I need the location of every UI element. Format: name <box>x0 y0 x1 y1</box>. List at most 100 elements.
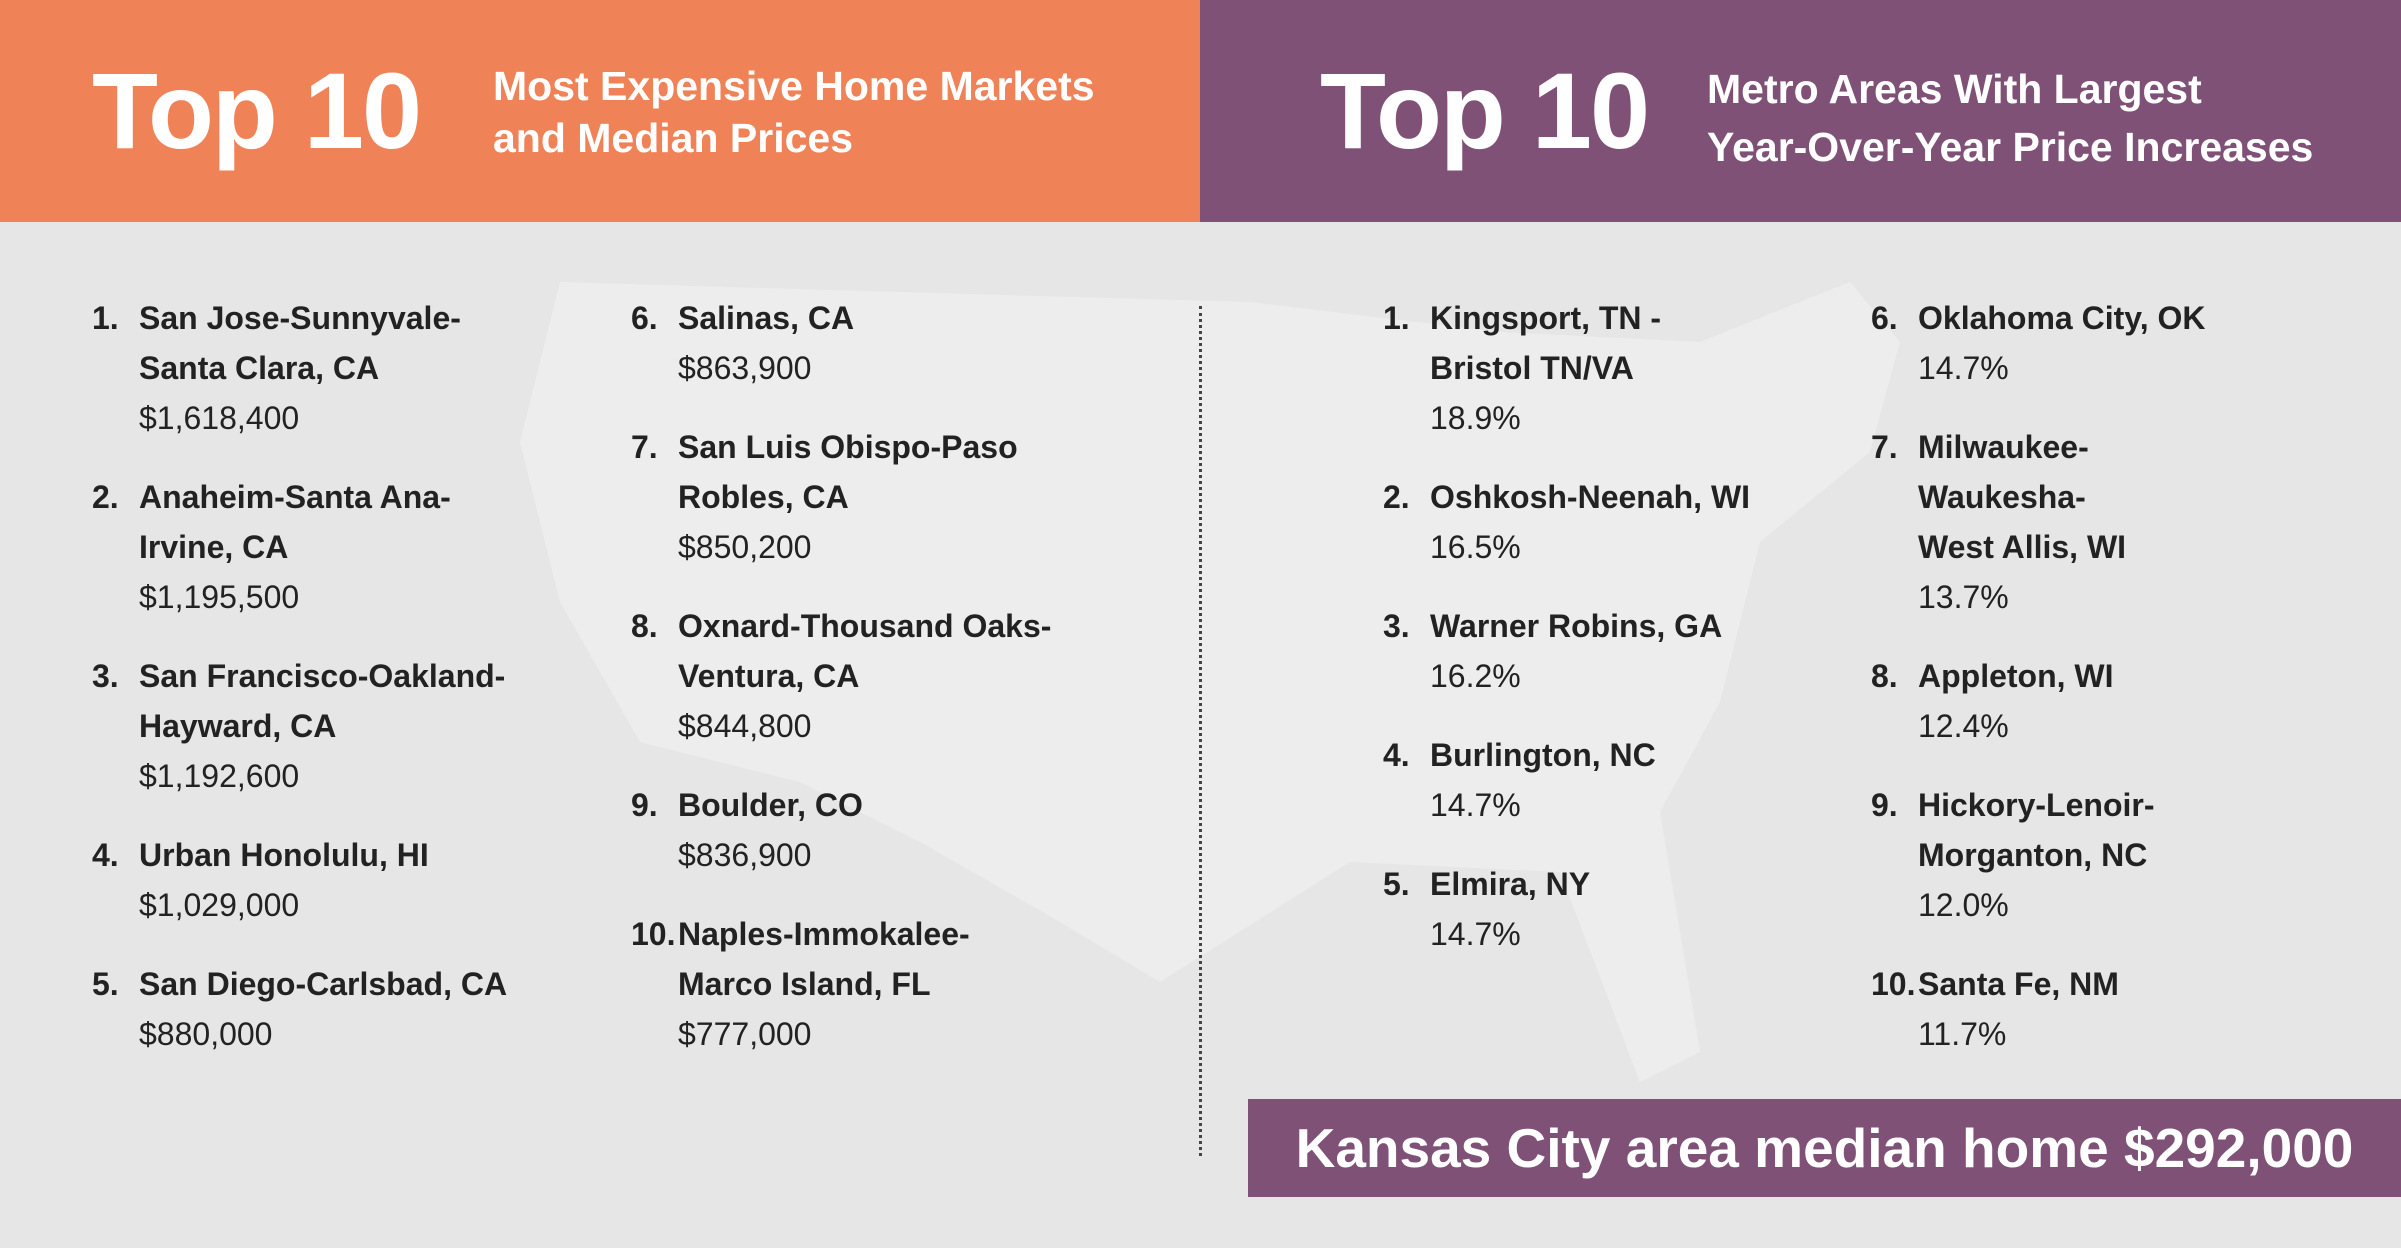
item-name: San Francisco-Oakland- <box>139 658 506 694</box>
rank: 2. <box>1383 479 1410 515</box>
item-name: Marco Island, FL <box>678 966 931 1002</box>
list-item: 1. San Jose-Sunnyvale- Santa Clara, CA $1,6… <box>92 293 507 443</box>
item-name: Kingsport, TN - <box>1430 300 1662 336</box>
item-value: 16.2% <box>1430 658 1521 694</box>
item-name: Morganton, NC <box>1918 837 2148 873</box>
left-header: Top 10 Most Expensive Home Markets and M… <box>0 0 1200 222</box>
item-value: $1,195,500 <box>139 579 300 615</box>
item-body: Kingsport, TN - Bristol TN/VA 18.9% <box>1430 293 1661 443</box>
item-name: Bristol TN/VA <box>1430 350 1634 386</box>
item-name: Hickory-Lenoir- <box>1918 787 2155 823</box>
subtitle-line: Most Expensive Home Markets <box>493 63 1095 109</box>
item-name: Elmira, NY <box>1430 866 1591 902</box>
subtitle: Most Expensive Home Markets and Median P… <box>493 60 1095 164</box>
item-body: Oxnard-Thousand Oaks- Ventura, CA $844,800 <box>678 601 1051 751</box>
rank: 4. <box>92 837 119 873</box>
list-item: 4. Urban Honolulu, HI $1,029,000 <box>92 830 507 930</box>
list-column: 6. Salinas, CA $863,900 7. San Luis Obispo-P… <box>631 293 1051 1088</box>
item-body: San Diego-Carlsbad, CA $880,000 <box>139 959 507 1059</box>
list-column: 1. Kingsport, TN - Bristol TN/VA 18.9% 2. Osh… <box>1383 293 1750 988</box>
rank: 1. <box>92 300 119 336</box>
item-body: San Luis Obispo-Paso Robles, CA $850,200 <box>678 422 1018 572</box>
item-value: 14.7% <box>1430 916 1521 952</box>
item-value: 13.7% <box>1918 579 2009 615</box>
item-body: Urban Honolulu, HI $1,029,000 <box>139 830 429 930</box>
item-name: Salinas, CA <box>678 300 855 336</box>
item-body: Burlington, NC 14.7% <box>1430 730 1656 830</box>
item-name: Irvine, CA <box>139 529 289 565</box>
item-value: $1,029,000 <box>139 887 300 923</box>
banner: Kansas City area median home $292,000 <box>1248 1099 2401 1197</box>
item-name: Boulder, CO <box>678 787 863 823</box>
list-column: 1. San Jose-Sunnyvale- Santa Clara, CA $1,6… <box>92 293 507 1088</box>
item-name: Ventura, CA <box>678 658 860 694</box>
item-name: Appleton, WI <box>1918 658 2114 694</box>
heading: Top 10 <box>1320 50 1650 171</box>
rank: 9. <box>631 787 658 823</box>
item-name: San Luis Obispo-Paso <box>678 429 1018 465</box>
item-value: $1,618,400 <box>139 400 300 436</box>
list-item: 3. Warner Robins, GA 16.2% <box>1383 601 1750 701</box>
list-item: 5. San Diego-Carlsbad, CA $880,000 <box>92 959 507 1059</box>
rank: 3. <box>92 658 119 694</box>
list-item: 9. Boulder, CO $836,900 <box>631 780 1051 880</box>
item-body: Appleton, WI 12.4% <box>1918 651 2114 751</box>
rank: 8. <box>631 608 658 644</box>
subtitle-line: Year-Over-Year Price Increases <box>1707 124 2314 170</box>
item-value: $863,900 <box>678 350 812 386</box>
item-body: Santa Fe, NM 11.7% <box>1918 959 2119 1059</box>
item-name: Urban Honolulu, HI <box>139 837 429 873</box>
item-value: 16.5% <box>1430 529 1521 565</box>
list-item: 9. Hickory-Lenoir- Morganton, NC 12.0% <box>1871 780 2205 930</box>
list-item: 5. Elmira, NY 14.7% <box>1383 859 1750 959</box>
item-value: 18.9% <box>1430 400 1521 436</box>
rank: 3. <box>1383 608 1410 644</box>
item-body: Oshkosh-Neenah, WI 16.5% <box>1430 472 1750 572</box>
list-item: 6. Salinas, CA $863,900 <box>631 293 1051 393</box>
item-name: Robles, CA <box>678 479 849 515</box>
list-item: 10. Naples-Immokalee- Marco Island, FL $777… <box>631 909 1051 1059</box>
item-name: Anaheim-Santa Ana- <box>139 479 451 515</box>
map-background <box>520 282 1900 1082</box>
rank: 2. <box>92 479 119 515</box>
heading: Top 10 <box>92 50 422 171</box>
list-item: 7. San Luis Obispo-Paso Robles, CA $850,200 <box>631 422 1051 572</box>
item-name: Milwaukee- <box>1918 429 2089 465</box>
item-name: Santa Clara, CA <box>139 350 380 386</box>
rank: 9. <box>1871 787 1898 823</box>
item-body: San Jose-Sunnyvale- Santa Clara, CA $1,618… <box>139 293 461 443</box>
rank: 10. <box>631 916 676 952</box>
item-value: $844,800 <box>678 708 812 744</box>
subtitle-line: and Median Prices <box>493 115 854 161</box>
subtitle-line: Metro Areas With Largest <box>1707 66 2202 112</box>
item-name: Warner Robins, GA <box>1430 608 1723 644</box>
rank: 10. <box>1871 966 1916 1002</box>
item-name: Hayward, CA <box>139 708 337 744</box>
item-body: Milwaukee- Waukesha- West Allis, WI 13.7% <box>1918 422 2126 622</box>
list-item: 6. Oklahoma City, OK 14.7% <box>1871 293 2205 393</box>
rank: 5. <box>1383 866 1410 902</box>
item-name: Waukesha- <box>1918 479 2086 515</box>
list-item: 1. Kingsport, TN - Bristol TN/VA 18.9% <box>1383 293 1750 443</box>
rank: 6. <box>1871 300 1898 336</box>
item-body: Oklahoma City, OK 14.7% <box>1918 293 2205 393</box>
us-map-shape <box>520 282 1900 1082</box>
item-name: Burlington, NC <box>1430 737 1656 773</box>
item-value: 11.7% <box>1918 1016 2007 1052</box>
right-header: Top 10 Metro Areas With Largest Year-Ove… <box>1200 0 2401 222</box>
item-value: 14.7% <box>1918 350 2009 386</box>
item-value: 12.4% <box>1918 708 2009 744</box>
item-body: Elmira, NY 14.7% <box>1430 859 1590 959</box>
item-value: 14.7% <box>1430 787 1521 823</box>
list-column: 6. Oklahoma City, OK 14.7% 7. Milwaukee- Wauk… <box>1871 293 2205 1088</box>
item-name: San Jose-Sunnyvale- <box>139 300 461 336</box>
item-body: Hickory-Lenoir- Morganton, NC 12.0% <box>1918 780 2154 930</box>
item-body: Boulder, CO $836,900 <box>678 780 863 880</box>
item-value: $777,000 <box>678 1016 812 1052</box>
list-item: 7. Milwaukee- Waukesha- West Allis, WI 13.7% <box>1871 422 2205 622</box>
item-value: $836,900 <box>678 837 812 873</box>
dotted-divider <box>1199 306 1202 1156</box>
item-body: Anaheim-Santa Ana- Irvine, CA $1,195,500 <box>139 472 451 622</box>
item-name: Oklahoma City, OK <box>1918 300 2206 336</box>
item-value: $850,200 <box>678 529 812 565</box>
